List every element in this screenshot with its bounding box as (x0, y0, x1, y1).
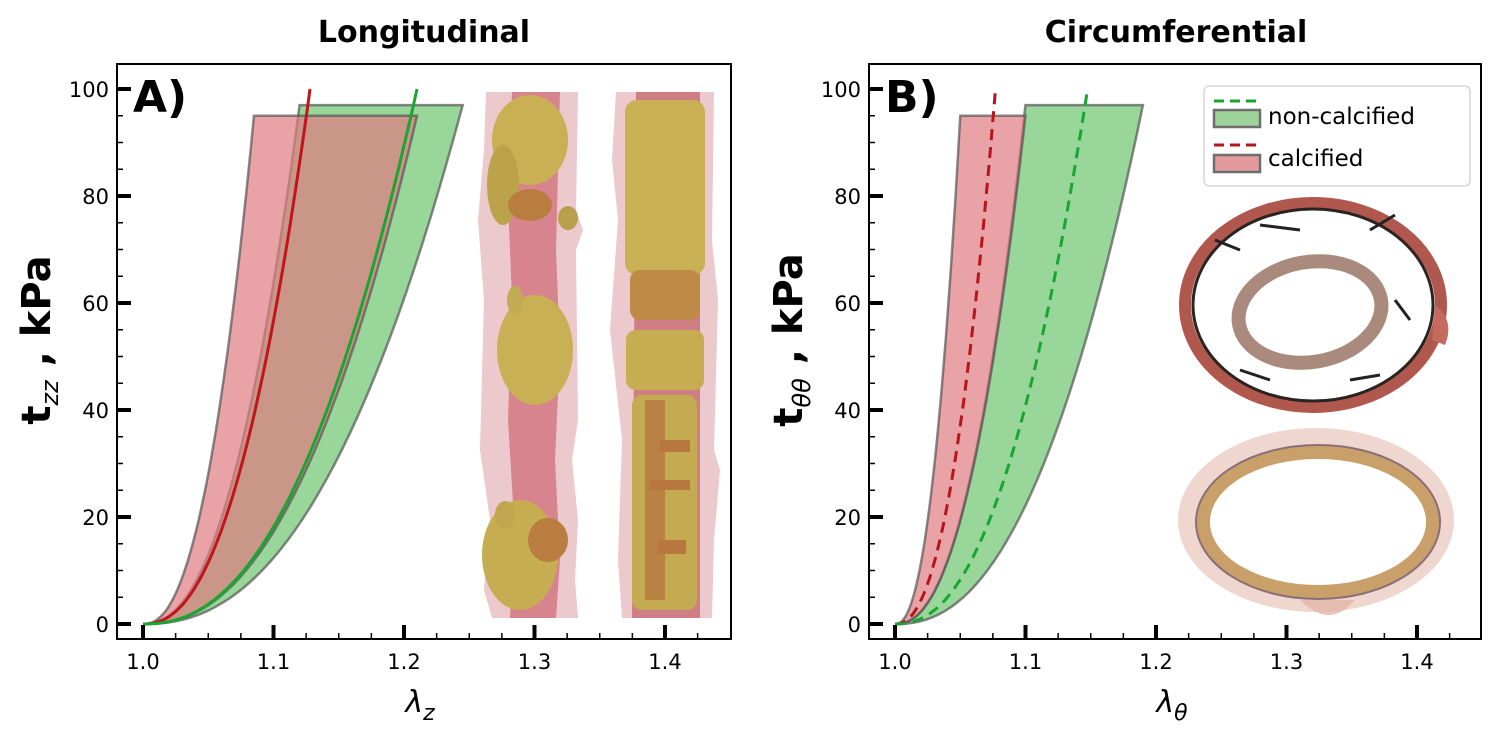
xlabel-sub: θ (1174, 701, 1188, 726)
legend-green-patch (1212, 108, 1262, 129)
non-calcified-curve (895, 94, 1089, 626)
legend-label-calcified: calcified (1268, 146, 1363, 172)
panel-a-xlabel: λz (403, 685, 435, 726)
ylabel-sub: zz (36, 379, 64, 407)
vessel-render-2 (610, 92, 720, 618)
x-tick-label: 1.1 (257, 650, 290, 674)
panel-b-plot (894, 88, 1454, 626)
y-tick-label: 40 (82, 399, 109, 423)
ylabel-unit: , kPa (14, 255, 60, 380)
y-tick-label: 20 (82, 506, 109, 530)
x-tick-label: 1.2 (387, 650, 420, 674)
non-calcified-curve (143, 88, 419, 626)
y-tick-label: 100 (821, 78, 861, 102)
panel-a-plot (142, 88, 720, 626)
panel-b-ylabel: tθθ , kPa (766, 253, 816, 426)
y-tick-label: 20 (834, 506, 861, 530)
xlabel-lambda: λ (1154, 685, 1174, 720)
y-tick-label: 60 (834, 292, 861, 316)
legend-box (1203, 85, 1471, 187)
y-tick-label: 0 (848, 613, 861, 637)
y-tick-label: 60 (82, 292, 109, 316)
panel-b-letter: B) (885, 72, 939, 123)
x-tick-label: 1.1 (1009, 650, 1042, 674)
histology-non-calcified (1178, 428, 1454, 615)
xlabel-sub: z (422, 701, 435, 726)
ylabel-t: t (766, 408, 812, 427)
panel-b-xlabel: λθ (1154, 685, 1188, 726)
x-tick-label: 1.4 (648, 650, 681, 674)
x-tick-label: 1.0 (878, 650, 911, 674)
ylabel-unit: , kPa (766, 253, 812, 378)
y-tick-label: 100 (69, 78, 109, 102)
legend-label-non-calcified: non-calcified (1268, 104, 1415, 130)
calcified-curve (895, 88, 997, 626)
x-tick-label: 1.3 (518, 650, 551, 674)
x-tick-label: 1.3 (1270, 650, 1303, 674)
xlabel-lambda: λ (403, 685, 423, 720)
y-tick-label: 80 (834, 185, 861, 209)
legend-red-patch (1212, 153, 1262, 174)
ylabel-t: t (14, 405, 60, 424)
panel-a-ylabel: tzz , kPa (14, 255, 64, 424)
panel-b-ticks: 1.0 1.1 1.2 1.3 1.4 0 20 40 60 80 100 (821, 78, 1451, 674)
x-tick-label: 1.4 (1400, 650, 1433, 674)
x-tick-label: 1.2 (1139, 650, 1172, 674)
y-tick-label: 0 (96, 613, 109, 637)
histology-insets (1178, 197, 1454, 615)
ylabel-sub: θθ (788, 378, 816, 408)
y-tick-label: 80 (82, 185, 109, 209)
microct-insets (478, 92, 720, 618)
panel-a-ticks: 1.0 1.1 1.2 1.3 1.4 0 20 40 60 80 100 (69, 78, 699, 674)
panel-b-title: Circumferential (1045, 15, 1308, 50)
panel-a-title: Longitudinal (318, 15, 530, 50)
panel-b-frame (868, 63, 1482, 640)
x-tick-label: 1.0 (126, 650, 159, 674)
panel-a-frame (116, 63, 732, 640)
y-tick-label: 40 (834, 399, 861, 423)
panel-a-letter: A) (133, 72, 187, 123)
histology-calcified (1179, 197, 1449, 413)
calcified-curve (143, 88, 312, 626)
legend: non-calcified calcified (1203, 85, 1471, 187)
vessel-render-1 (478, 92, 583, 618)
